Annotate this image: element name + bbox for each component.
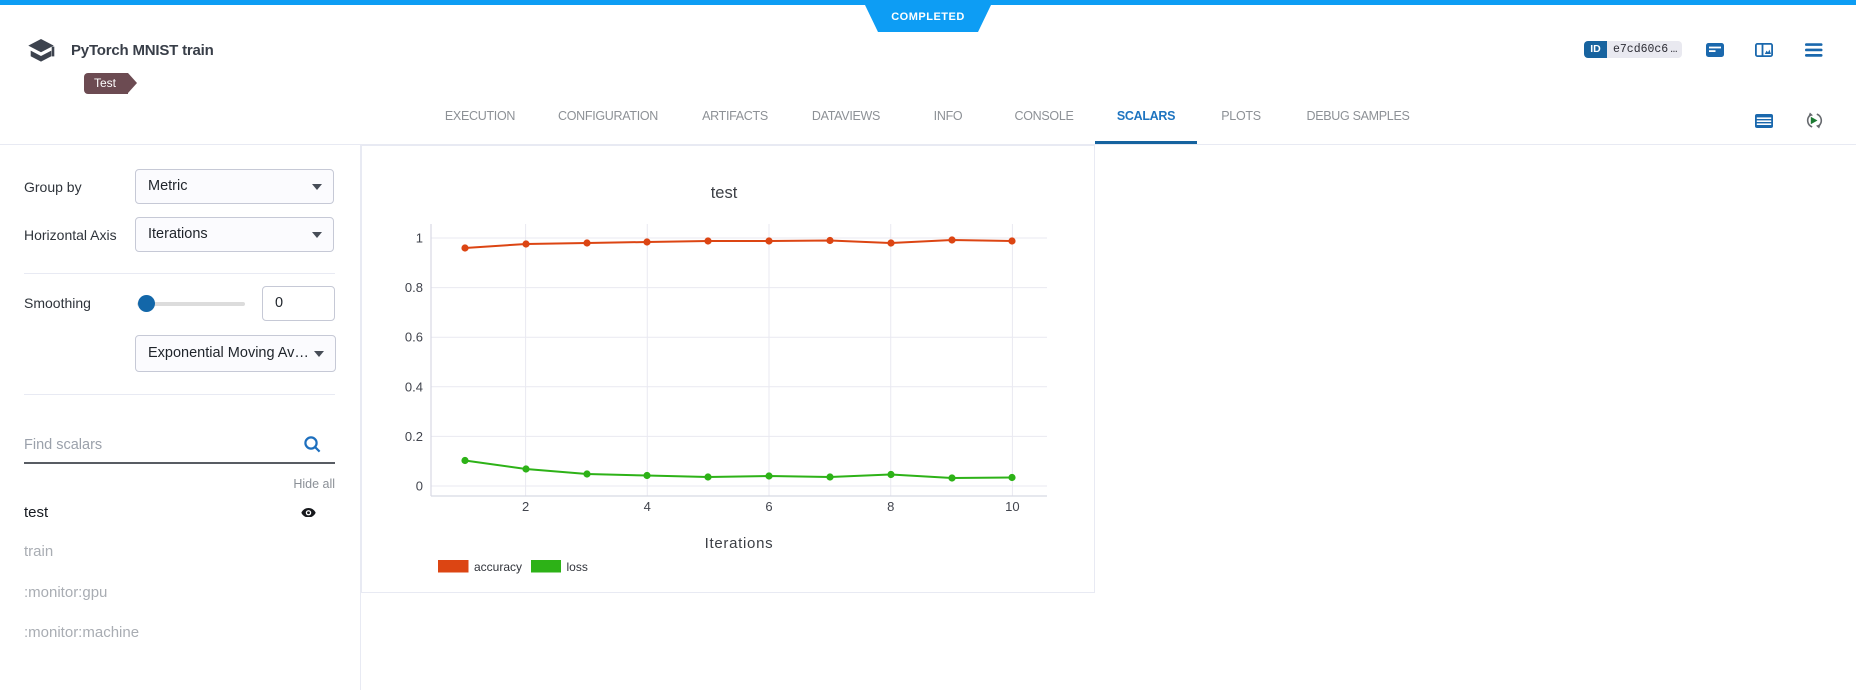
svg-text:0.2: 0.2 bbox=[405, 429, 423, 444]
svg-text:6: 6 bbox=[765, 499, 772, 514]
svg-text:0.8: 0.8 bbox=[405, 280, 423, 295]
svg-text:accuracy: accuracy bbox=[474, 560, 522, 574]
svg-text:0.4: 0.4 bbox=[405, 379, 423, 394]
svg-text:Iterations: Iterations bbox=[705, 535, 774, 552]
svg-text:8: 8 bbox=[887, 499, 894, 514]
svg-text:10: 10 bbox=[1005, 499, 1019, 514]
svg-text:test: test bbox=[711, 184, 738, 202]
svg-text:1: 1 bbox=[416, 231, 423, 246]
svg-text:2: 2 bbox=[522, 499, 529, 514]
svg-text:0.6: 0.6 bbox=[405, 330, 423, 345]
svg-text:0: 0 bbox=[416, 479, 423, 494]
svg-text:loss: loss bbox=[567, 560, 588, 574]
svg-text:4: 4 bbox=[644, 499, 651, 514]
